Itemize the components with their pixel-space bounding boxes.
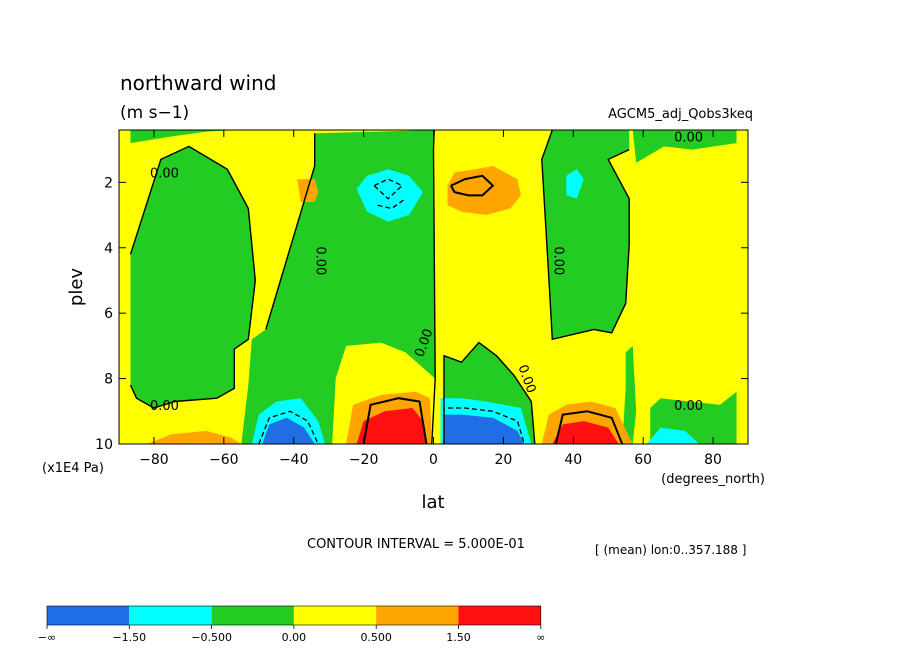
contour-line-dashed-2 [373, 178, 404, 200]
region-orange-15 [147, 430, 242, 444]
region-green-1 [130, 130, 238, 144]
contour-label-6: 0.00 [674, 399, 703, 414]
contour-label-0: 0.00 [150, 167, 179, 182]
contour-line-solid-1 [265, 133, 316, 330]
contour-line-solid-4 [443, 341, 536, 444]
contour-line-dashed-1 [443, 407, 526, 444]
contour-line-solid-6 [554, 410, 624, 444]
x-axis-label: lat [421, 492, 444, 513]
contour-line-solid-5 [362, 397, 428, 444]
contour-line-solid-3 [541, 130, 630, 341]
x-tick-label-3: −20 [349, 452, 379, 468]
x-unit-label: (degrees_north) [661, 472, 765, 487]
colorbar-swatch-0 [47, 606, 130, 625]
region-green-4 [541, 130, 630, 340]
x-tick-label-0: −80 [139, 452, 169, 468]
mean-longitude-note: [ (mean) lon:0..357.188 ] [595, 543, 746, 557]
x-axis: −80 −60 −40 −20 0 20 40 60 80 [139, 130, 722, 468]
x-tick-label-6: 40 [564, 452, 582, 468]
x-tick-label-4: 0 [429, 452, 438, 468]
x-tick-label-8: 80 [704, 452, 722, 468]
contour-line-dashed-3 [377, 198, 406, 210]
contour-line-solid-0 [129, 145, 257, 409]
region-green-5 [632, 130, 737, 163]
y-tick-label-0: 2 [104, 175, 113, 191]
x-tick-label-2: −40 [279, 452, 309, 468]
contour-label-7: 0.00 [674, 131, 703, 146]
colorbar-label-4: 0.500 [360, 631, 392, 644]
y-axis-label: plev [66, 268, 87, 307]
y-unit-label: (x1E4 Pa) [42, 461, 104, 476]
colorbar-label-2: −0.500 [191, 631, 232, 644]
x-tick-label-7: 60 [634, 452, 652, 468]
y-tick-label-2: 6 [104, 306, 113, 322]
chart-units: (m s−1) [120, 103, 189, 123]
colorbar-label-6: ∞ [536, 631, 545, 644]
region-cyan-10 [356, 169, 423, 222]
colorbar-label-5: 1.50 [446, 631, 471, 644]
y-axis: 2 4 6 8 10 [95, 175, 748, 453]
region-cyan-11 [566, 169, 584, 199]
y-tick-label-1: 4 [104, 241, 113, 257]
contour-label-1: 0.00 [150, 399, 179, 414]
contour-label-2: 0.00 [313, 246, 328, 275]
region-green-6 [622, 345, 637, 444]
region-blue-14 [444, 414, 525, 444]
plot-area: 0.000.000.000.000.000.000.000.00 [118, 129, 749, 445]
contour-line-solid-7 [450, 174, 495, 197]
region-green-0 [130, 146, 256, 408]
contour-interval-note: CONTOUR INTERVAL = 5.000E-01 [307, 537, 525, 552]
colorbar-label-0: −∞ [38, 631, 56, 644]
y-tick-label-3: 8 [104, 372, 113, 388]
y-tick-label-4: 10 [95, 437, 113, 453]
region-cyan-12 [646, 427, 700, 444]
contour-label-4: 0.00 [550, 246, 565, 275]
x-tick-label-5: 20 [494, 452, 512, 468]
colorbar-swatch-3 [293, 606, 377, 625]
colorbar: −∞ −1.50 −0.500 0.00 0.500 1.50 ∞ [38, 605, 545, 644]
chart-title: northward wind [120, 71, 276, 95]
region-red-21 [552, 421, 619, 444]
region-red-20 [356, 408, 427, 444]
colorbar-swatch-1 [129, 606, 212, 625]
region-blue-13 [262, 417, 315, 444]
dataset-name: AGCM5_adj_Qobs3keq [608, 107, 753, 122]
contour-line-dashed-0 [258, 410, 319, 444]
colorbar-label-3: 0.00 [282, 631, 307, 644]
colorbar-swatch-2 [211, 606, 294, 625]
contour-line-solid-2 [431, 130, 436, 444]
colorbar-swatch-4 [376, 606, 459, 625]
colorbar-swatch-5 [458, 606, 541, 625]
colorbar-label-1: −1.50 [112, 631, 146, 644]
x-tick-label-1: −60 [209, 452, 239, 468]
